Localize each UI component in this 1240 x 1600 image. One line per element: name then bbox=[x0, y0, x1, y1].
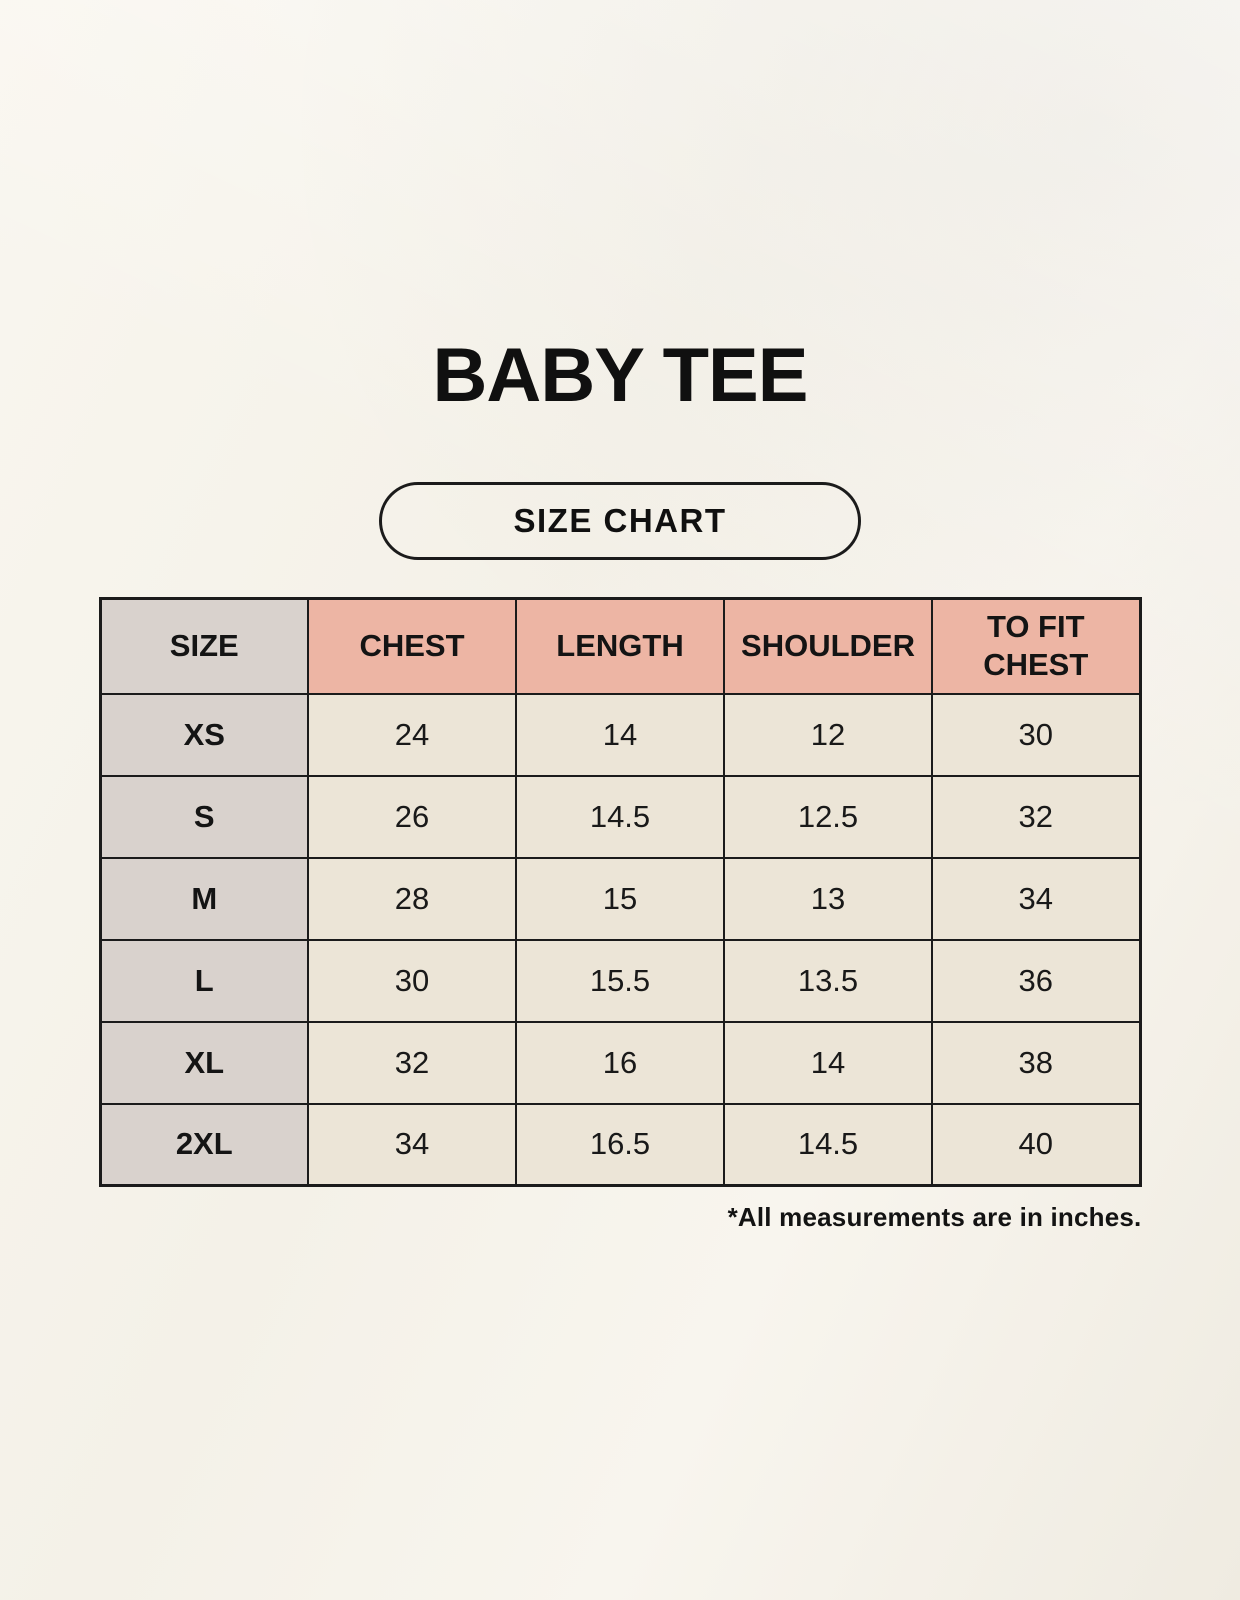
value-cell: 28 bbox=[307, 856, 517, 941]
column-header-chest: CHEST bbox=[307, 597, 517, 695]
size-cell: XS bbox=[99, 692, 309, 777]
value-cell: 14 bbox=[723, 1020, 933, 1105]
column-header-size: SIZE bbox=[99, 597, 309, 695]
value-cell: 16.5 bbox=[515, 1102, 725, 1187]
value-cell: 16 bbox=[515, 1020, 725, 1105]
table-row-l: L 30 15.5 13.5 36 bbox=[99, 938, 1141, 1023]
page-title: BABY TEE bbox=[432, 333, 809, 418]
table-row-xl: XL 32 16 14 38 bbox=[99, 1020, 1141, 1105]
value-cell: 30 bbox=[931, 692, 1141, 777]
value-cell: 12.5 bbox=[723, 774, 933, 859]
size-cell: L bbox=[99, 938, 309, 1023]
value-cell: 26 bbox=[307, 774, 517, 859]
column-header-shoulder: SHOULDER bbox=[723, 597, 933, 695]
size-chart-table: SIZE CHEST LENGTH SHOULDER TO FIT CHEST … bbox=[98, 597, 1142, 1187]
page-background: BABY TEE SIZE CHART SIZE CHEST LENGTH SH… bbox=[98, 333, 1142, 1232]
table-row-xs: XS 24 14 12 30 bbox=[99, 692, 1141, 777]
value-cell: 12 bbox=[723, 692, 933, 777]
value-cell: 15 bbox=[515, 856, 725, 941]
size-chart-table-container: SIZE CHEST LENGTH SHOULDER TO FIT CHEST … bbox=[98, 597, 1142, 1187]
value-cell: 40 bbox=[931, 1102, 1141, 1187]
column-header-length: LENGTH bbox=[515, 597, 725, 695]
size-cell: S bbox=[99, 774, 309, 859]
header-row: SIZE CHEST LENGTH SHOULDER TO FIT CHEST bbox=[99, 597, 1141, 695]
value-cell: 13 bbox=[723, 856, 933, 941]
value-cell: 24 bbox=[307, 692, 517, 777]
value-cell: 36 bbox=[931, 938, 1141, 1023]
value-cell: 14 bbox=[515, 692, 725, 777]
value-cell: 38 bbox=[931, 1020, 1141, 1105]
value-cell: 32 bbox=[931, 774, 1141, 859]
table-row-s: S 26 14.5 12.5 32 bbox=[99, 774, 1141, 859]
column-header-to-fit-chest: TO FIT CHEST bbox=[931, 597, 1141, 695]
size-cell: 2XL bbox=[99, 1102, 309, 1187]
measurements-footnote: *All measurements are in inches. bbox=[727, 1202, 1142, 1232]
value-cell: 14.5 bbox=[515, 774, 725, 859]
value-cell: 34 bbox=[307, 1102, 517, 1187]
value-cell: 13.5 bbox=[723, 938, 933, 1023]
value-cell: 32 bbox=[307, 1020, 517, 1105]
value-cell: 30 bbox=[307, 938, 517, 1023]
table-row-m: M 28 15 13 34 bbox=[99, 856, 1141, 941]
size-cell: M bbox=[99, 856, 309, 941]
size-chart-badge-label: SIZE CHART bbox=[513, 502, 727, 539]
table-row-2xl: 2XL 34 16.5 14.5 40 bbox=[99, 1102, 1141, 1187]
size-cell: XL bbox=[99, 1020, 309, 1105]
size-chart-badge: SIZE CHART bbox=[379, 482, 861, 560]
value-cell: 15.5 bbox=[515, 938, 725, 1023]
value-cell: 14.5 bbox=[723, 1102, 933, 1187]
value-cell: 34 bbox=[931, 856, 1141, 941]
